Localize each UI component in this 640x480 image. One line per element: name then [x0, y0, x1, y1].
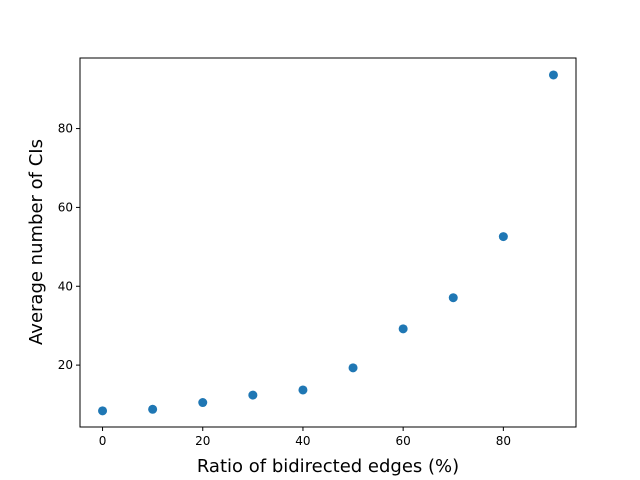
data-point — [98, 406, 108, 416]
data-point — [348, 363, 358, 373]
data-point — [398, 324, 408, 334]
data-point — [498, 232, 508, 242]
data-point — [148, 404, 158, 414]
data-points — [98, 70, 558, 416]
y-tick-label: 40 — [58, 279, 73, 293]
data-point — [298, 385, 308, 395]
x-axis-ticks: 0 20 40 60 80 — [99, 427, 511, 448]
x-tick-label: 80 — [496, 434, 511, 448]
y-tick-label: 20 — [58, 358, 73, 372]
data-point — [448, 293, 458, 303]
data-point — [198, 398, 208, 408]
x-tick-label: 60 — [396, 434, 411, 448]
y-tick-label: 60 — [58, 200, 73, 214]
y-tick-label: 80 — [58, 122, 73, 136]
x-tick-label: 40 — [295, 434, 310, 448]
y-axis-ticks: 20 40 60 80 — [58, 122, 80, 372]
x-tick-label: 20 — [195, 434, 210, 448]
y-axis-label: Average number of CIs — [26, 139, 47, 345]
data-point — [548, 70, 558, 80]
x-tick-label: 0 — [99, 434, 107, 448]
data-point — [248, 390, 258, 400]
x-axis-label: Ratio of bidirected edges (%) — [197, 456, 459, 477]
plot-frame — [79, 57, 577, 428]
